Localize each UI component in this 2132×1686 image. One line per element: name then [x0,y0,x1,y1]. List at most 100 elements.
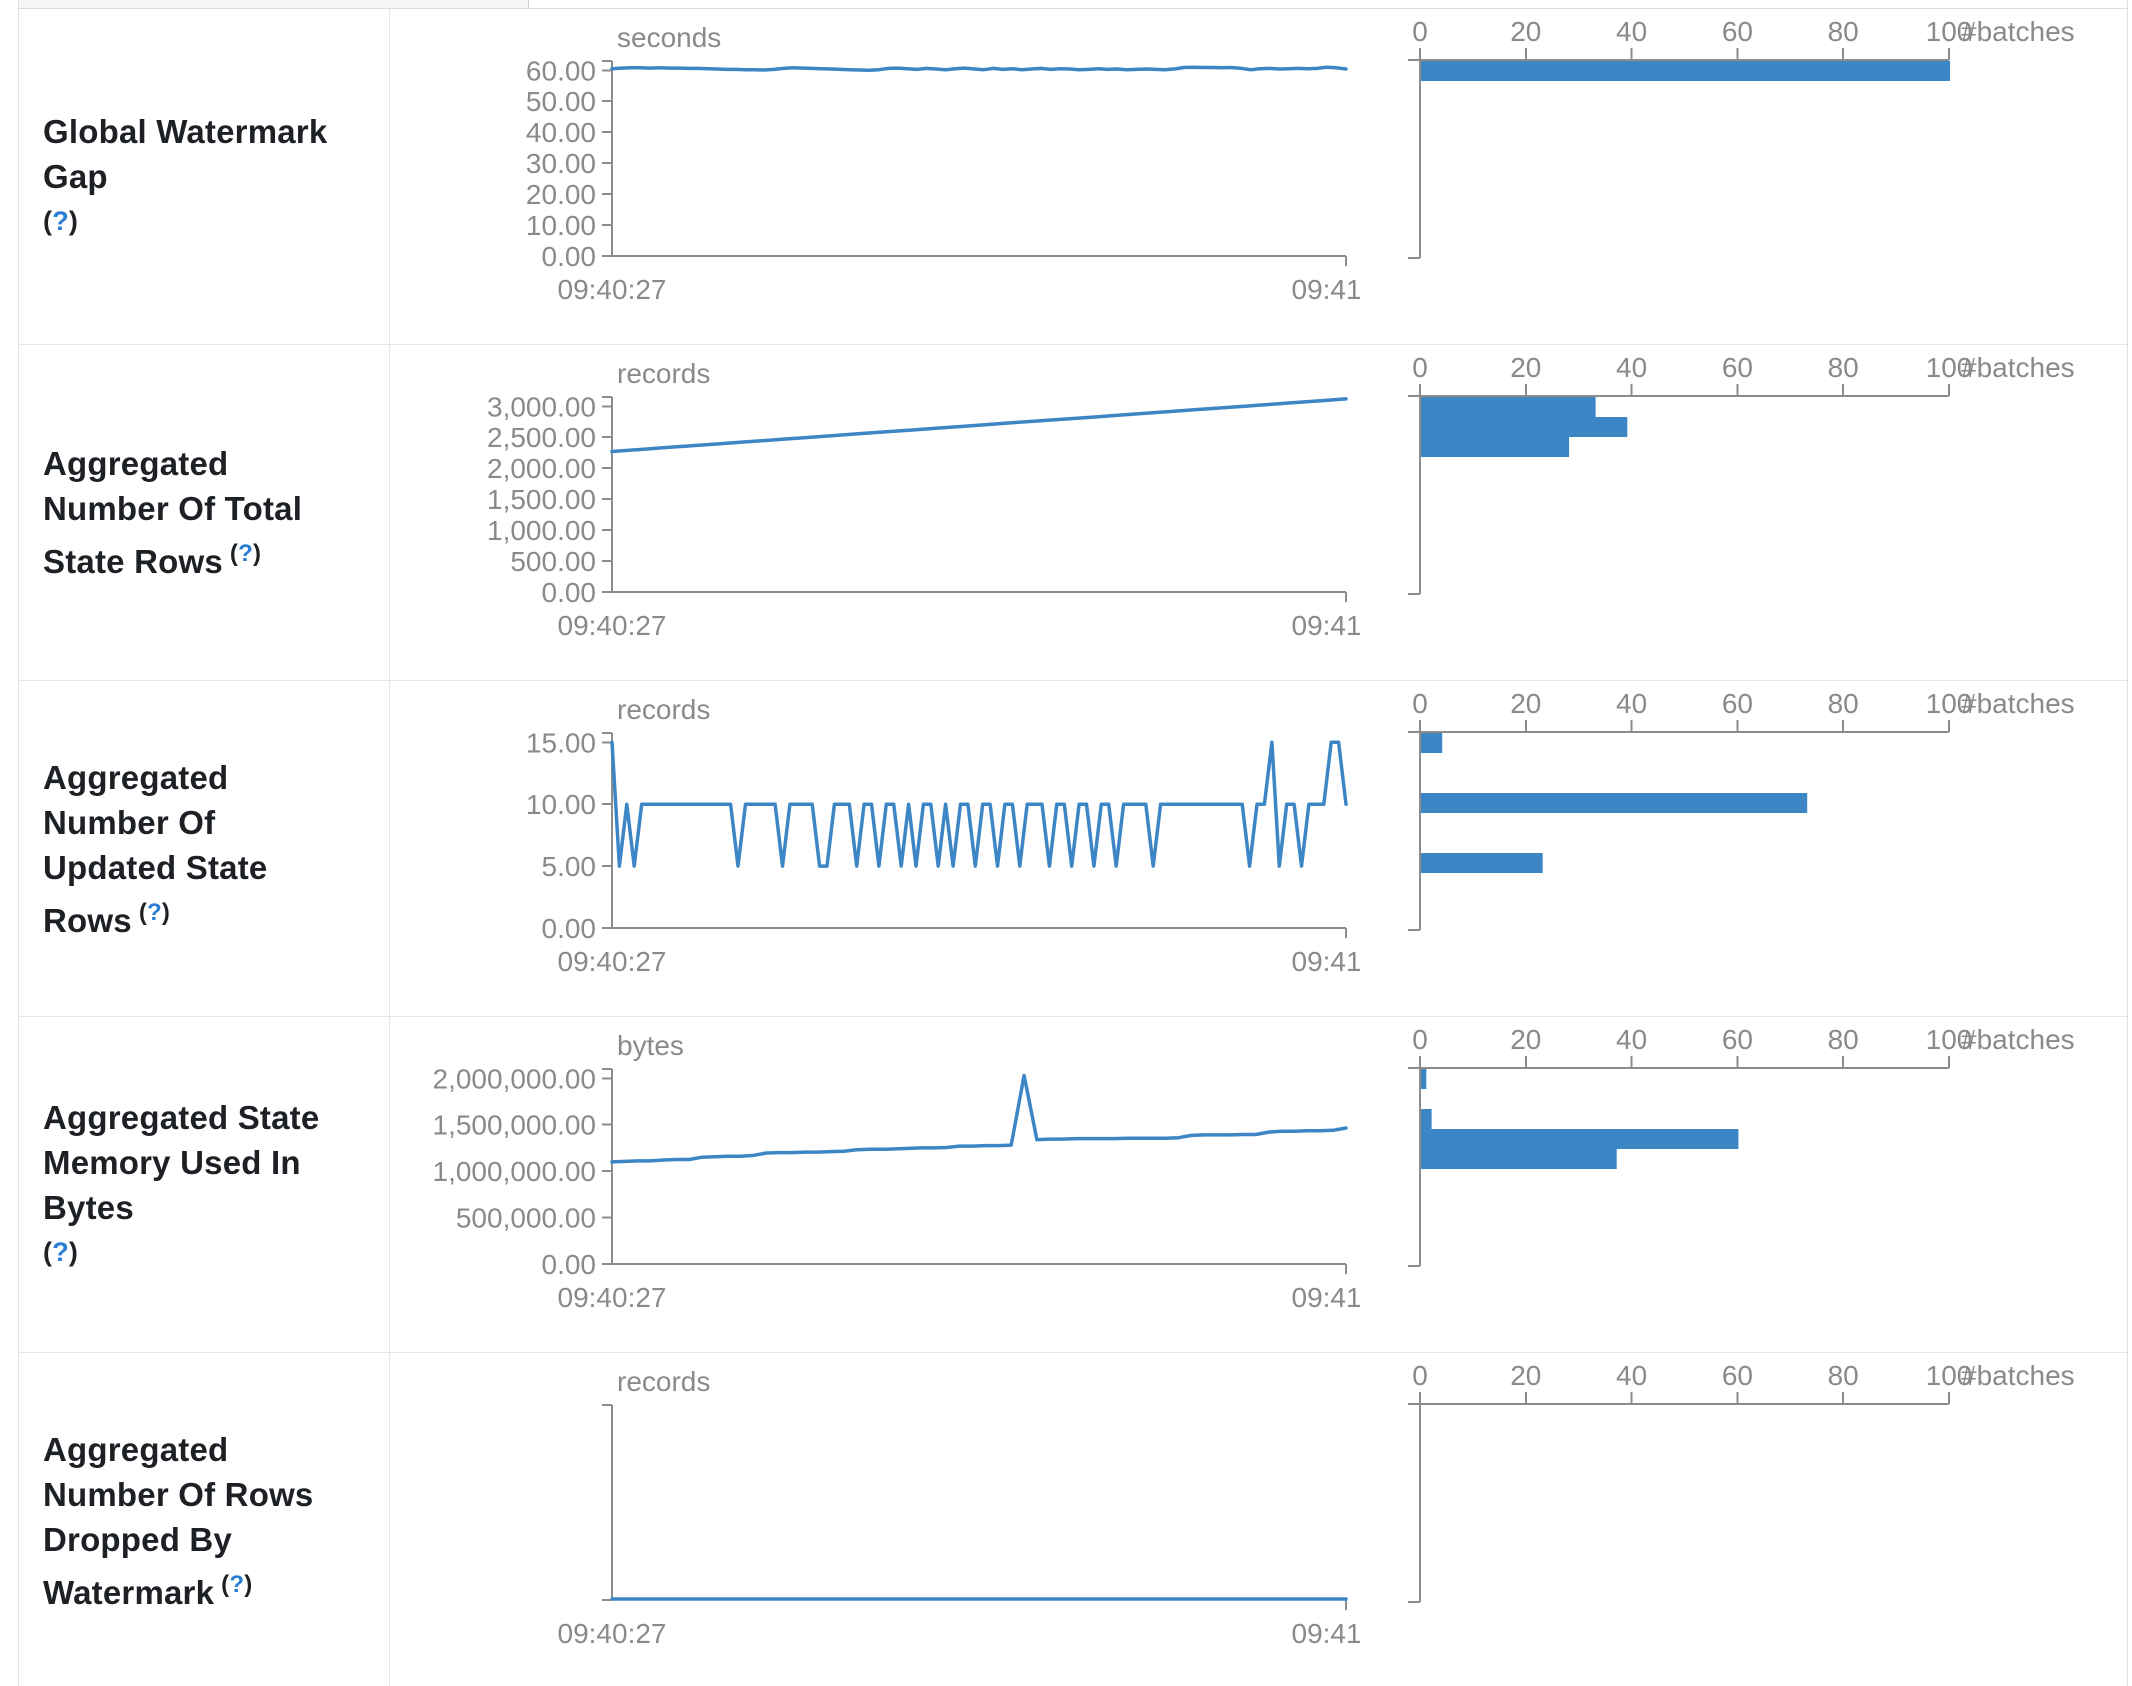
metric-label-cell: Aggregated State Memory Used In Bytes (?… [19,1017,390,1352]
batches-axis: 0 20 40 60 80 100#batches [1408,16,2075,259]
svg-text:80: 80 [1828,1360,1859,1391]
metric-row: Aggregated Number Of Rows Dropped By Wat… [19,1353,2127,1686]
svg-text:100: 100 [1926,16,1973,47]
svg-text:50.00: 50.00 [526,86,596,117]
histogram-chart: 0 20 40 60 80 100#batches [1408,16,2075,259]
svg-text:09:40:27: 09:40:27 [558,946,667,977]
metric-label-text: Aggregated Number Of Rows Dropped By Wat… [43,1430,314,1611]
svg-text:1,500,000.00: 1,500,000.00 [433,1110,597,1141]
y-axis: 2,000,000.00 1,500,000.00 1,000,000.00 500,… [433,1063,613,1280]
svg-text:seconds: seconds [617,22,721,53]
batches-axis: 0 20 40 60 80 100#batches [1408,1024,2075,1267]
timeline-chart: records 09:40:27 09:41:56 [558,1366,1361,1649]
svg-text:records: records [617,1366,710,1397]
previous-row-edge [18,0,2128,9]
metric-label-cell: Aggregated Number Of Total State Rows (?) [19,345,390,680]
svg-text:15.00: 15.00 [526,727,596,758]
svg-text:60: 60 [1722,1024,1753,1055]
help-link[interactable]: (?) [43,1236,79,1267]
svg-text:09:40:27: 09:40:27 [558,274,667,305]
svg-text:80: 80 [1828,352,1859,383]
histogram-bar [1421,1129,1739,1149]
svg-text:100: 100 [1926,352,1973,383]
svg-text:09:41:56: 09:41:56 [1292,610,1361,641]
histogram-bar [1421,397,1596,417]
metric-label-cell: Global Watermark Gap (?) [19,9,390,344]
svg-text:0: 0 [1412,16,1428,47]
metric-label: Aggregated Number Of Rows Dropped By Wat… [43,1427,353,1615]
histogram-bar [1421,793,1808,813]
metric-line [610,397,1348,454]
svg-text:3,000.00: 3,000.00 [487,391,596,422]
svg-text:10.00: 10.00 [526,210,596,241]
y-axis [602,1404,613,1601]
x-axis: 09:40:27 09:41:56 [558,927,1360,977]
histogram-chart: 0 20 40 60 80 100#batches [1408,688,2075,931]
svg-text:40: 40 [1616,352,1647,383]
metric-row: Aggregated Number Of Updated State Rows(… [19,681,2127,1017]
svg-text:20: 20 [1510,688,1541,719]
svg-text:2,000.00: 2,000.00 [487,453,596,484]
svg-text:records: records [617,358,710,389]
svg-text:60.00: 60.00 [526,55,596,86]
svg-text:0: 0 [1412,1024,1428,1055]
svg-text:09:41:56: 09:41:56 [1292,1282,1361,1313]
svg-text:60: 60 [1722,1360,1753,1391]
svg-text:records: records [617,694,710,725]
metric-label-text: Global Watermark Gap [43,113,328,195]
help-link[interactable]: (?) [138,898,171,926]
histogram-chart: 0 20 40 60 80 100#batches [1408,1360,2075,1603]
x-axis: 09:40:27 09:41:56 [558,1600,1361,1649]
metric-label-cell: Aggregated Number Of Updated State Rows(… [19,681,390,1016]
svg-text:09:41:56: 09:41:56 [1292,274,1361,305]
help-link[interactable]: (?) [229,540,262,567]
svg-text:09:40:27: 09:40:27 [558,610,667,641]
y-axis: 3,000.002,500.002,000.001,500.001,000.00… [487,391,613,608]
metric-charts-cell: seconds 60.00 50.00 40.00 30.00 20.00 10.00 0.0… [390,9,2127,344]
histogram-bar [1421,61,1950,81]
metric-label-text: Aggregated Number Of Total State Rows [43,445,303,580]
svg-text:80: 80 [1828,688,1859,719]
svg-text:5.00: 5.00 [542,851,597,882]
svg-text:100: 100 [1926,1024,1973,1055]
svg-text:40.00: 40.00 [526,117,596,148]
histogram-bar [1421,853,1543,873]
metric-label: Aggregated Number Of Total State Rows (?) [43,441,353,584]
svg-text:2,000,000.00: 2,000,000.00 [433,1063,597,1094]
metric-charts-cell: records 3,000.00 2,500.00 2,000.00 1,500.00 1… [390,345,2127,680]
svg-text:#batches: #batches [1961,688,2075,719]
metric-row: Global Watermark Gap (?) seconds 60.00 50.… [19,9,2127,345]
histogram-bar [1421,1069,1427,1089]
svg-text:60: 60 [1722,688,1753,719]
metric-line [610,65,1348,73]
metric-label-cell: Aggregated Number Of Rows Dropped By Wat… [19,1353,390,1686]
svg-text:1,000.00: 1,000.00 [487,515,596,546]
svg-text:40: 40 [1616,688,1647,719]
svg-text:0.00: 0.00 [542,241,597,272]
metric-label-text: Aggregated State Memory Used In Bytes [43,1098,320,1226]
svg-text:#batches: #batches [1961,16,2075,47]
svg-text:0.00: 0.00 [542,1249,597,1280]
svg-text:09:41:56: 09:41:56 [1292,1618,1361,1649]
svg-text:1,500.00: 1,500.00 [487,484,596,515]
svg-text:#batches: #batches [1961,352,2075,383]
metric-charts-cell: bytes 2,000,000.00 1,500,000.00 1,000,000.0… [390,1017,2127,1352]
help-link[interactable]: (?) [221,1570,253,1598]
svg-text:#batches: #batches [1961,1360,2075,1391]
help-link[interactable]: (?) [43,206,79,236]
metric-label: Global Watermark Gap (?) [43,109,353,244]
metric-row: Aggregated State Memory Used In Bytes (?… [19,1017,2127,1353]
streaming-metrics-table: Global Watermark Gap (?) seconds 60.00 50.… [18,9,2128,1686]
metric-charts-cell: records 09:40:27 09:41:56 0 20 40 60 80 100#batc… [390,1353,2127,1686]
histogram-bar [1421,1149,1617,1169]
timeline-chart: seconds60.0050.0040.0030.0020.0010.000.0… [526,22,1361,305]
svg-text:100: 100 [1926,688,1973,719]
svg-text:20: 20 [1510,352,1541,383]
metric-label-text: Aggregated Number Of Updated State Rows [43,758,268,939]
svg-text:0: 0 [1412,352,1428,383]
svg-text:20.00: 20.00 [526,179,596,210]
metric-line [610,740,1348,868]
